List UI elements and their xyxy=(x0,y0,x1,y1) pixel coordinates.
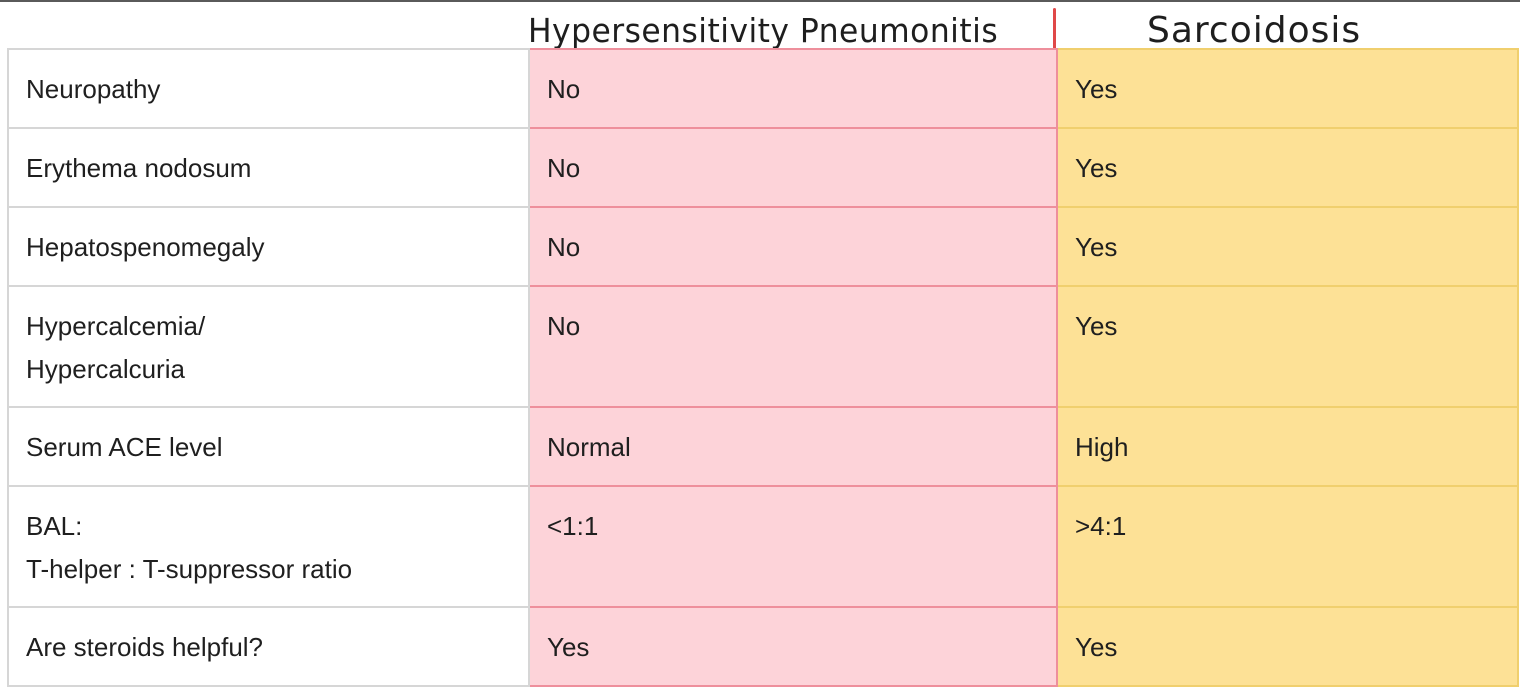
table-row: Neuropathy No Yes xyxy=(7,48,1519,129)
pen-mark xyxy=(1053,8,1056,50)
table-row: Serum ACE level Normal High xyxy=(7,406,1519,487)
table-row: Hepatospenomegaly No Yes xyxy=(7,206,1519,287)
sarcoidosis-cell: High xyxy=(1056,406,1519,487)
row-label: Erythema nodosum xyxy=(7,127,530,208)
hp-cell: No xyxy=(528,285,1058,408)
row-label: Neuropathy xyxy=(7,48,530,129)
hp-cell: No xyxy=(528,127,1058,208)
row-label-line: Hypercalcuria xyxy=(26,354,185,384)
top-divider xyxy=(0,0,1520,2)
row-label: Serum ACE level xyxy=(7,406,530,487)
sarcoidosis-cell: Yes xyxy=(1056,606,1519,687)
table-row: Erythema nodosum No Yes xyxy=(7,127,1519,208)
table-row: Hypercalcemia/ Hypercalcuria No Yes xyxy=(7,285,1519,408)
sarcoidosis-cell: Yes xyxy=(1056,48,1519,129)
row-label-line: Hypercalcemia/ xyxy=(26,311,206,341)
sarcoidosis-cell: Yes xyxy=(1056,127,1519,208)
row-label-line: Neuropathy xyxy=(26,74,161,104)
hp-cell: No xyxy=(528,48,1058,129)
row-label: Are steroids helpful? xyxy=(7,606,530,687)
hp-cell: Yes xyxy=(528,606,1058,687)
sarcoidosis-cell: Yes xyxy=(1056,285,1519,408)
table-row: Are steroids helpful? Yes Yes xyxy=(7,606,1519,687)
row-label-line: Hepatospenomegaly xyxy=(26,232,265,262)
row-label-line: Are steroids helpful? xyxy=(26,632,264,662)
header-sarcoidosis: Sarcoidosis xyxy=(1147,10,1362,51)
row-label: Hypercalcemia/ Hypercalcuria xyxy=(7,285,530,408)
row-label-line: Erythema nodosum xyxy=(26,153,252,183)
sarcoidosis-cell: Yes xyxy=(1056,206,1519,287)
row-label: BAL: T-helper : T-suppressor ratio xyxy=(7,485,530,608)
header-hypersensitivity-pneumonitis: Hypersensitivity Pneumonitis xyxy=(528,11,999,50)
hp-cell: Normal xyxy=(528,406,1058,487)
hp-cell: No xyxy=(528,206,1058,287)
sarcoidosis-cell: >4:1 xyxy=(1056,485,1519,608)
row-label-line: T-helper : T-suppressor ratio xyxy=(26,554,353,584)
table-row: BAL: T-helper : T-suppressor ratio <1:1 … xyxy=(7,485,1519,608)
row-label: Hepatospenomegaly xyxy=(7,206,530,287)
row-label-line: Serum ACE level xyxy=(26,432,223,462)
comparison-table: Neuropathy No Yes Erythema nodosum No Ye… xyxy=(7,48,1519,687)
hp-cell: <1:1 xyxy=(528,485,1058,608)
row-label-line: BAL: xyxy=(26,511,83,541)
